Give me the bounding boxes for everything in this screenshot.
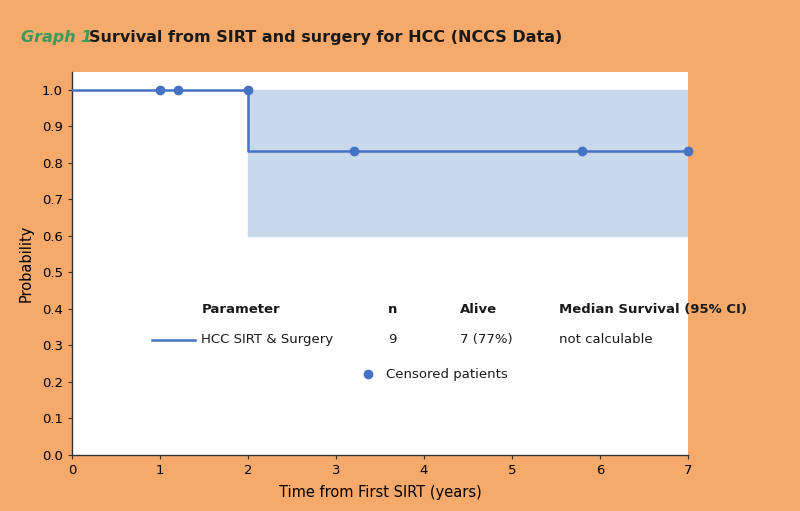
Text: HCC SIRT & Surgery: HCC SIRT & Surgery	[202, 333, 334, 346]
Text: 7 (77%): 7 (77%)	[460, 333, 513, 346]
Text: 9: 9	[388, 333, 397, 346]
Text: n: n	[388, 303, 397, 316]
Text: Parameter: Parameter	[202, 303, 280, 316]
X-axis label: Time from First SIRT (years): Time from First SIRT (years)	[278, 485, 482, 500]
Y-axis label: Probability: Probability	[18, 224, 34, 302]
Text: not calculable: not calculable	[558, 333, 652, 346]
Text: Median Survival (95% CI): Median Survival (95% CI)	[558, 303, 746, 316]
Polygon shape	[248, 90, 688, 236]
Text: Alive: Alive	[460, 303, 498, 316]
Text: Censored patients: Censored patients	[386, 368, 508, 381]
Text: Survival from SIRT and surgery for HCC (NCCS Data): Survival from SIRT and surgery for HCC (…	[89, 30, 562, 44]
Text: Graph 1: Graph 1	[21, 30, 92, 44]
